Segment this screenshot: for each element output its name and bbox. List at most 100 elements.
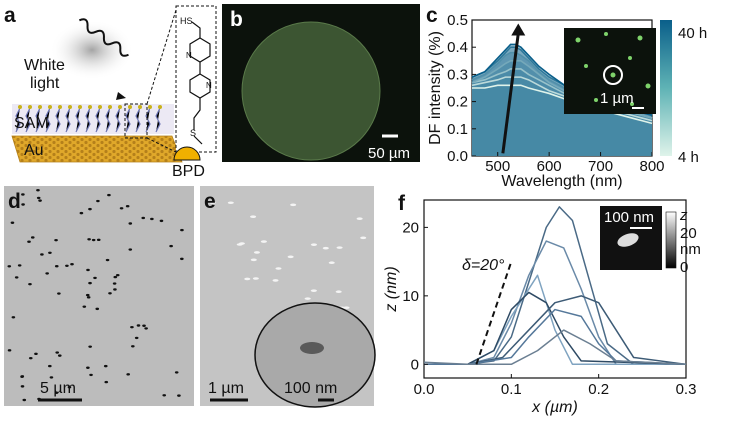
sem-particle-d	[169, 244, 173, 248]
inset-scalebar-label-c: 1 µm	[600, 90, 634, 107]
panel-a: a White light SAM Au HS	[4, 4, 217, 180]
sem-particle-d	[134, 336, 139, 340]
sem-particle-d	[113, 275, 118, 279]
y-tick-label-c: 0.0	[447, 148, 468, 165]
sem-particle-d	[180, 228, 184, 232]
afm-colorbar	[665, 211, 677, 269]
panel-d: d 5 µm	[4, 186, 194, 406]
sem-particle-e	[250, 258, 257, 262]
sem-particle-d	[144, 327, 148, 330]
sem-particle-d	[7, 349, 12, 352]
x-tick-label-c: 600	[537, 158, 562, 175]
sem-particle-d	[86, 268, 90, 272]
panel-f: f 0.0 0.1 0.2 0.3 0 10 20 x (µm) z (nm) 100 nm z…	[383, 192, 701, 416]
sem-particle-d	[82, 305, 87, 308]
sem-particle-d	[115, 273, 120, 277]
darkfield-inset-c	[564, 28, 656, 114]
spot-edge	[241, 21, 381, 161]
panel-label-b: b	[230, 8, 243, 31]
selected-particle-circle	[603, 65, 623, 85]
x-tick-label-c: 800	[639, 158, 664, 175]
afm-colorbar-bottom: 0	[680, 259, 688, 276]
sem-particle-d	[88, 207, 92, 211]
inset-particles	[575, 32, 651, 106]
height-profile-line	[424, 308, 687, 366]
sem-particle-d	[180, 257, 184, 261]
sem-particle-d	[105, 258, 110, 262]
sem-particle-e	[253, 251, 260, 254]
y-tick-label-f: 0	[411, 356, 419, 373]
sem-particle-d	[28, 282, 32, 286]
sem-particle-e	[252, 277, 259, 280]
zoom-line-bottom	[146, 137, 177, 153]
sem-particle-d	[126, 373, 130, 376]
sem-particle-d	[7, 265, 12, 268]
colorbar-c	[660, 20, 672, 156]
sem-particle-d	[45, 272, 49, 275]
scalebar-label-e: 1 µm	[208, 380, 244, 397]
sem-particle-e	[343, 306, 350, 309]
sem-particle-d	[17, 264, 22, 267]
sem-particle-d	[86, 366, 90, 369]
time-arrow	[501, 33, 520, 154]
y-tick-label-c: 0.3	[447, 66, 468, 83]
y-tick-label-c: 0.4	[447, 39, 468, 56]
sem-particle-d	[11, 316, 16, 319]
sem-particle-d	[96, 238, 101, 242]
sem-particle-d	[107, 193, 111, 197]
y-axis-label-f: z (nm)	[383, 266, 400, 312]
sem-particle-e	[250, 215, 257, 218]
sem-particle-d	[67, 386, 72, 389]
sem-particle-d	[10, 221, 15, 224]
sem-particle-d	[36, 196, 41, 200]
x-tick-label-f: 0.2	[588, 381, 609, 398]
sem-particle-d	[21, 193, 25, 196]
sem-particle-e	[310, 243, 317, 246]
sem-particle-d	[27, 240, 31, 243]
panel-c: c 500 600 700 800 0.0 0.1 0.2 0.3 0.4 0.5 Waveleng…	[426, 4, 707, 190]
sem-particle-e	[360, 236, 367, 240]
sem-particle-d	[125, 205, 130, 208]
sem-particle-d	[55, 351, 60, 354]
panel-b: b 50 µm	[222, 4, 420, 162]
sem-particle-d	[20, 375, 24, 378]
y-tick-label-c: 0.5	[447, 12, 468, 29]
sem-particle-d	[20, 385, 25, 388]
panel-label-a: a	[4, 4, 16, 27]
sem-particle-d	[141, 216, 146, 220]
y-tick-label-c: 0.2	[447, 94, 468, 111]
sem-particle-d	[49, 376, 54, 379]
afm-particle	[617, 233, 639, 247]
white-light-label-line2: light	[30, 75, 60, 92]
sem-particle-d	[104, 380, 109, 384]
sam-headgroups	[18, 105, 162, 109]
sem-particle-d	[14, 276, 19, 279]
sem-particle-d	[88, 345, 92, 348]
sem-particle-d	[38, 199, 42, 202]
y-tick-label-c: 0.1	[447, 121, 468, 138]
sem-particle-d	[54, 264, 59, 268]
sem-particle-e	[260, 240, 267, 243]
angle-line	[475, 261, 513, 365]
sem-particle-d	[28, 356, 33, 360]
angle-label: δ=20°	[462, 257, 505, 274]
nanoparticles-d	[7, 188, 184, 402]
y-tick-label-f: 10	[402, 288, 419, 305]
sem-particle-e	[322, 246, 329, 250]
sem-particle-d	[93, 276, 97, 280]
sem-particle-d	[174, 371, 179, 374]
chart-f: 0.0 0.1 0.2 0.3 0 10 20 x (µm) z (nm)	[383, 199, 696, 416]
scalebar-label-b: 50 µm	[368, 145, 410, 162]
sem-particle-d	[89, 373, 93, 377]
panel-label-f: f	[398, 192, 406, 215]
sem-particle-e	[310, 289, 317, 292]
sem-particle-d	[57, 354, 62, 357]
x-axis-label-f: x (µm)	[531, 399, 578, 416]
plot-frame-f	[423, 199, 687, 379]
sem-particle-e	[336, 246, 343, 249]
sem-particle-e	[304, 297, 311, 300]
height-profile-line	[423, 329, 687, 366]
sem-particle-d	[108, 292, 112, 295]
sem-particle-d	[22, 398, 27, 402]
sem-particle-d	[57, 292, 61, 295]
